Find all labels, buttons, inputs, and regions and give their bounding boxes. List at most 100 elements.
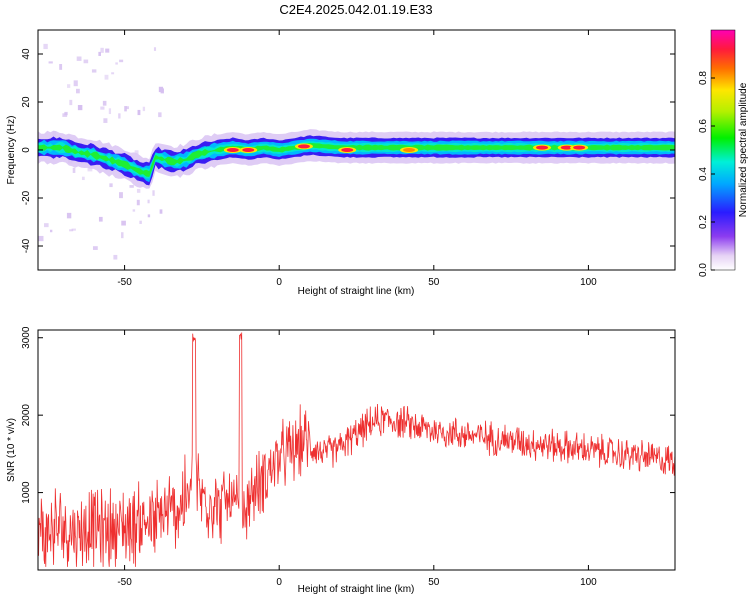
top-x-axis: -50 0 50 100 [117, 30, 597, 288]
speckle [132, 209, 136, 212]
colorbar-label: Normalized spectral amplitude [738, 82, 749, 217]
speckle [87, 167, 93, 172]
snr-line [38, 332, 675, 567]
y-tick-label: -40 [21, 238, 32, 253]
speckle [121, 220, 126, 226]
speckle [147, 199, 150, 204]
speckle [111, 72, 115, 75]
speckle [43, 43, 48, 50]
speckle [136, 199, 140, 206]
speckle [59, 64, 63, 70]
colorbar [710, 29, 736, 271]
speckle [104, 74, 109, 80]
x-tick-label: 100 [580, 577, 597, 588]
x-tick-label: 50 [428, 277, 440, 288]
speckle [103, 118, 108, 123]
speckle [125, 106, 129, 110]
speckle [115, 62, 118, 65]
speckle [159, 87, 164, 92]
speckle [76, 56, 82, 61]
x-tick-label: 50 [428, 577, 440, 588]
speckle [66, 212, 72, 219]
speckle [136, 188, 141, 193]
speckle [67, 84, 71, 88]
colorbar-tick-label: 0.4 [698, 167, 709, 181]
bottom-x-axis-label: Height of straight line (km) [298, 584, 415, 595]
speckle [142, 106, 146, 112]
x-tick-label: -50 [117, 577, 132, 588]
top-y-axis-label: Frequency (Hz) [6, 116, 17, 185]
speckle [153, 47, 157, 51]
x-tick-label: -50 [117, 277, 132, 288]
speckle [113, 254, 118, 260]
speckle [105, 48, 110, 53]
speckle [119, 192, 123, 199]
speckle [76, 88, 80, 94]
hot-spot [403, 148, 416, 152]
bottom-y-axis: 1000 2000 3000 [21, 326, 675, 504]
bottom-plot-frame [37, 329, 676, 571]
speckle [108, 108, 112, 115]
speckle [49, 229, 53, 233]
speckle [129, 185, 134, 188]
y-tick-label: 1000 [21, 481, 32, 504]
speckle [98, 216, 103, 222]
snr-series [38, 332, 675, 567]
speckle [92, 246, 98, 250]
colorbar-tick-label: 0.8 [698, 71, 709, 85]
x-tick-label: 0 [276, 577, 282, 588]
top-y-axis: -40 -20 0 20 40 [21, 48, 675, 253]
speckle [152, 190, 155, 196]
speckle [72, 167, 76, 173]
speckle [77, 104, 83, 111]
colorbar-tick-label: 0.0 [698, 263, 709, 277]
spectrogram-data [38, 43, 675, 260]
speckle [109, 183, 113, 188]
speckle [121, 232, 124, 239]
colorbar-tick-label: 0.6 [698, 119, 709, 133]
speckle [102, 100, 107, 106]
speckle [134, 150, 139, 155]
speckle [147, 214, 151, 218]
speckle [38, 235, 44, 242]
top-x-axis-label: Height of straight line (km) [298, 286, 415, 297]
hot-spot [341, 148, 354, 152]
speckle [118, 113, 121, 119]
speckle [100, 106, 105, 110]
speckle [119, 59, 124, 63]
chart-title: C2E4.2025.042.01.19.E33 [279, 2, 432, 17]
y-tick-label: 0 [21, 147, 32, 153]
hot-spot [560, 145, 573, 150]
speckle [98, 51, 101, 56]
speckle [124, 106, 127, 112]
speckle [69, 99, 73, 106]
hot-spot [242, 148, 255, 152]
speckle [48, 61, 53, 64]
hot-spot [226, 148, 239, 152]
speckle [62, 113, 68, 117]
speckle [100, 47, 104, 53]
x-tick-label: 100 [580, 277, 597, 288]
speckle [83, 59, 89, 64]
bottom-y-axis-label: SNR (10 * v/v) [6, 418, 17, 482]
x-tick-label: 0 [276, 277, 282, 288]
hot-spot [573, 145, 586, 150]
colorbar-axis: 0.0 0.2 0.4 0.6 0.8 [698, 71, 715, 277]
colorbar-tick-label: 0.2 [698, 215, 709, 229]
speckle [81, 176, 85, 181]
y-tick-label: 20 [21, 96, 32, 108]
speckle [137, 109, 141, 116]
ridge-band-3 [38, 141, 675, 179]
y-tick-label: 40 [21, 48, 32, 60]
hot-spot [297, 144, 310, 149]
speckle [159, 209, 163, 214]
speckle [69, 229, 74, 232]
speckle [139, 220, 142, 224]
speckle [71, 228, 76, 231]
hot-spot [536, 145, 549, 150]
speckle [91, 69, 97, 73]
y-tick-label: -20 [21, 190, 32, 205]
speckle [44, 223, 49, 228]
bottom-x-axis: -50 0 50 100 [117, 330, 597, 588]
